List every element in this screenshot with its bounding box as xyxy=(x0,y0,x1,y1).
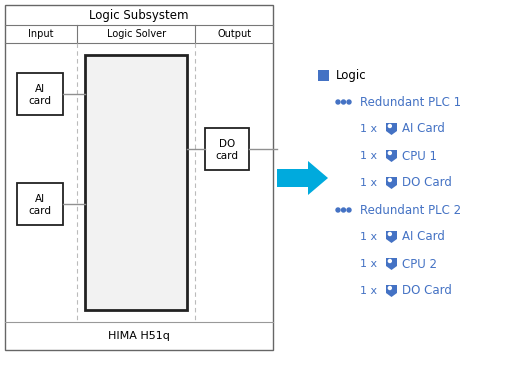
Circle shape xyxy=(388,125,391,128)
Bar xyxy=(85,55,187,310)
Circle shape xyxy=(341,100,346,104)
Polygon shape xyxy=(386,231,397,243)
Text: card: card xyxy=(28,96,52,106)
Text: 1 x: 1 x xyxy=(360,178,377,188)
Bar xyxy=(318,70,329,81)
Bar xyxy=(5,5,273,350)
Text: CPU 2: CPU 2 xyxy=(402,257,437,270)
Text: Logic: Logic xyxy=(336,68,367,81)
Polygon shape xyxy=(277,161,328,195)
Text: Logic Solver: Logic Solver xyxy=(107,29,166,39)
Circle shape xyxy=(388,286,391,290)
Circle shape xyxy=(388,233,391,235)
Text: card: card xyxy=(216,151,239,161)
Text: 1 x: 1 x xyxy=(360,286,377,296)
Text: Logic Subsystem: Logic Subsystem xyxy=(89,8,189,21)
Text: 1 x: 1 x xyxy=(360,232,377,242)
Circle shape xyxy=(341,208,346,212)
Circle shape xyxy=(336,100,340,104)
Circle shape xyxy=(388,178,391,181)
Polygon shape xyxy=(386,285,397,297)
Bar xyxy=(17,183,63,225)
Text: DO: DO xyxy=(219,139,236,149)
Text: AI: AI xyxy=(35,194,45,204)
Text: AI Card: AI Card xyxy=(402,230,445,243)
Polygon shape xyxy=(386,150,397,162)
Circle shape xyxy=(347,208,351,212)
Polygon shape xyxy=(386,177,397,189)
Text: Redundant PLC 1: Redundant PLC 1 xyxy=(360,96,461,108)
Text: Redundant PLC 2: Redundant PLC 2 xyxy=(360,204,461,217)
Circle shape xyxy=(388,259,391,262)
Text: Output: Output xyxy=(217,29,251,39)
Circle shape xyxy=(336,208,340,212)
Text: DO Card: DO Card xyxy=(402,176,452,189)
Text: Input: Input xyxy=(28,29,54,39)
Bar xyxy=(205,128,249,170)
Text: HIMA H51q: HIMA H51q xyxy=(108,331,170,341)
Text: AI: AI xyxy=(35,84,45,94)
Text: AI Card: AI Card xyxy=(402,123,445,136)
Text: CPU 1: CPU 1 xyxy=(402,149,437,162)
Text: 1 x: 1 x xyxy=(360,259,377,269)
Circle shape xyxy=(388,152,391,154)
Text: 1 x: 1 x xyxy=(360,151,377,161)
Polygon shape xyxy=(386,258,397,270)
Circle shape xyxy=(347,100,351,104)
Text: 1 x: 1 x xyxy=(360,124,377,134)
Text: DO Card: DO Card xyxy=(402,285,452,298)
Polygon shape xyxy=(386,123,397,135)
Text: card: card xyxy=(28,206,52,216)
Bar xyxy=(17,73,63,115)
